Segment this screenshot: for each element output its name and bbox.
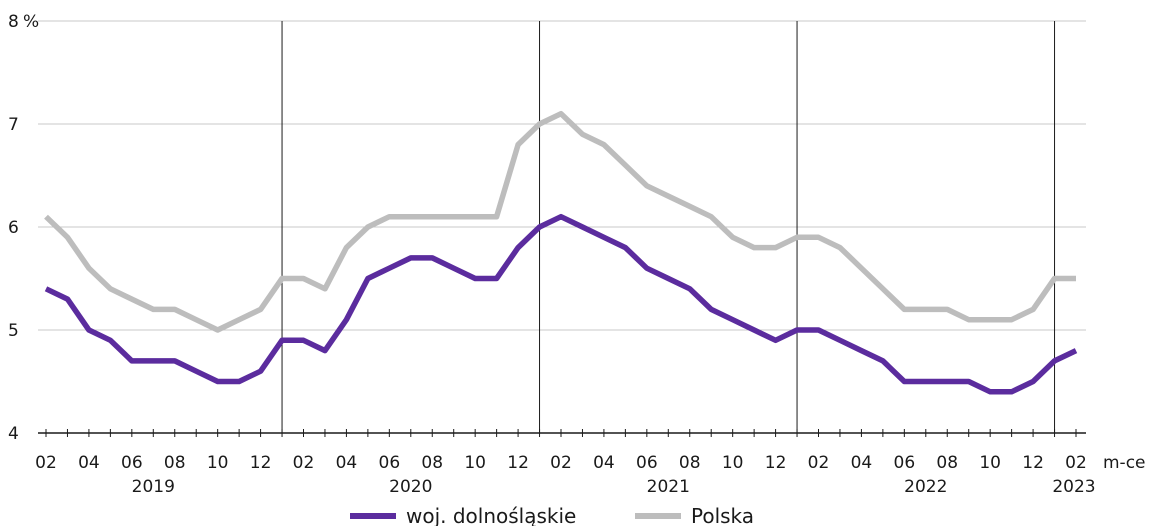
x-tick-label: 08 bbox=[679, 453, 701, 473]
y-tick-label: 5 bbox=[8, 321, 19, 341]
series-line-polska bbox=[44, 110, 1076, 333]
x-tick-label: 02 bbox=[35, 453, 57, 473]
legend-label: woj. dolnośląskie bbox=[406, 504, 576, 526]
x-tick-label: 02 bbox=[808, 453, 830, 473]
x-tick-label: 06 bbox=[379, 453, 401, 473]
x-tick-label: 02 bbox=[1065, 453, 1087, 473]
y-tick-label: 8 bbox=[8, 12, 19, 32]
series-lines bbox=[44, 110, 1078, 395]
legend: woj. dolnośląskie Polska bbox=[350, 504, 754, 526]
x-tick-label: 12 bbox=[507, 453, 529, 473]
x-tick-label: 06 bbox=[894, 453, 916, 473]
x-tick-label: 10 bbox=[207, 453, 229, 473]
x-year-label: 2020 bbox=[389, 477, 432, 497]
x-tick-label: 12 bbox=[765, 453, 787, 473]
x-tick-label: 08 bbox=[164, 453, 186, 473]
x-tick-label: 04 bbox=[336, 453, 358, 473]
x-year-label: 2022 bbox=[904, 477, 947, 497]
x-tick-label: 02 bbox=[550, 453, 572, 473]
y-axis-label: % bbox=[23, 12, 39, 32]
x-year-label: 2019 bbox=[132, 477, 175, 497]
x-tick-label: 10 bbox=[464, 453, 486, 473]
x-year-label: 2023 bbox=[1052, 477, 1095, 497]
x-tick-label: 10 bbox=[722, 453, 744, 473]
x-tick-label: 04 bbox=[78, 453, 100, 473]
grid bbox=[38, 20, 1086, 331]
y-tick-label: 4 bbox=[8, 424, 19, 444]
x-tick-label: 06 bbox=[121, 453, 143, 473]
legend-label: Polska bbox=[691, 504, 754, 526]
x-tick-label: 10 bbox=[979, 453, 1001, 473]
x-tick-label: 12 bbox=[1022, 453, 1044, 473]
y-tick-label: 6 bbox=[8, 218, 19, 238]
y-tick-label: 7 bbox=[8, 115, 19, 135]
x-year-label: 2021 bbox=[647, 477, 690, 497]
x-tick-label: 08 bbox=[421, 453, 443, 473]
x-tick-label: 04 bbox=[593, 453, 615, 473]
x-tick-label: 08 bbox=[936, 453, 958, 473]
x-axis: 02 04 06 08 10 12 02 04 06 08 10 12 02 04 06 08 10 12 02 04… bbox=[35, 429, 1146, 497]
series-line-dolnoslaskie bbox=[44, 213, 1078, 395]
y-axis: 4 5 6 7 8% bbox=[8, 12, 39, 444]
x-tick-label: 04 bbox=[851, 453, 873, 473]
x-axis-label: m-ce bbox=[1103, 453, 1146, 473]
x-tick-label: 06 bbox=[636, 453, 658, 473]
x-tick-label: 12 bbox=[250, 453, 272, 473]
x-tick-label: 02 bbox=[293, 453, 315, 473]
